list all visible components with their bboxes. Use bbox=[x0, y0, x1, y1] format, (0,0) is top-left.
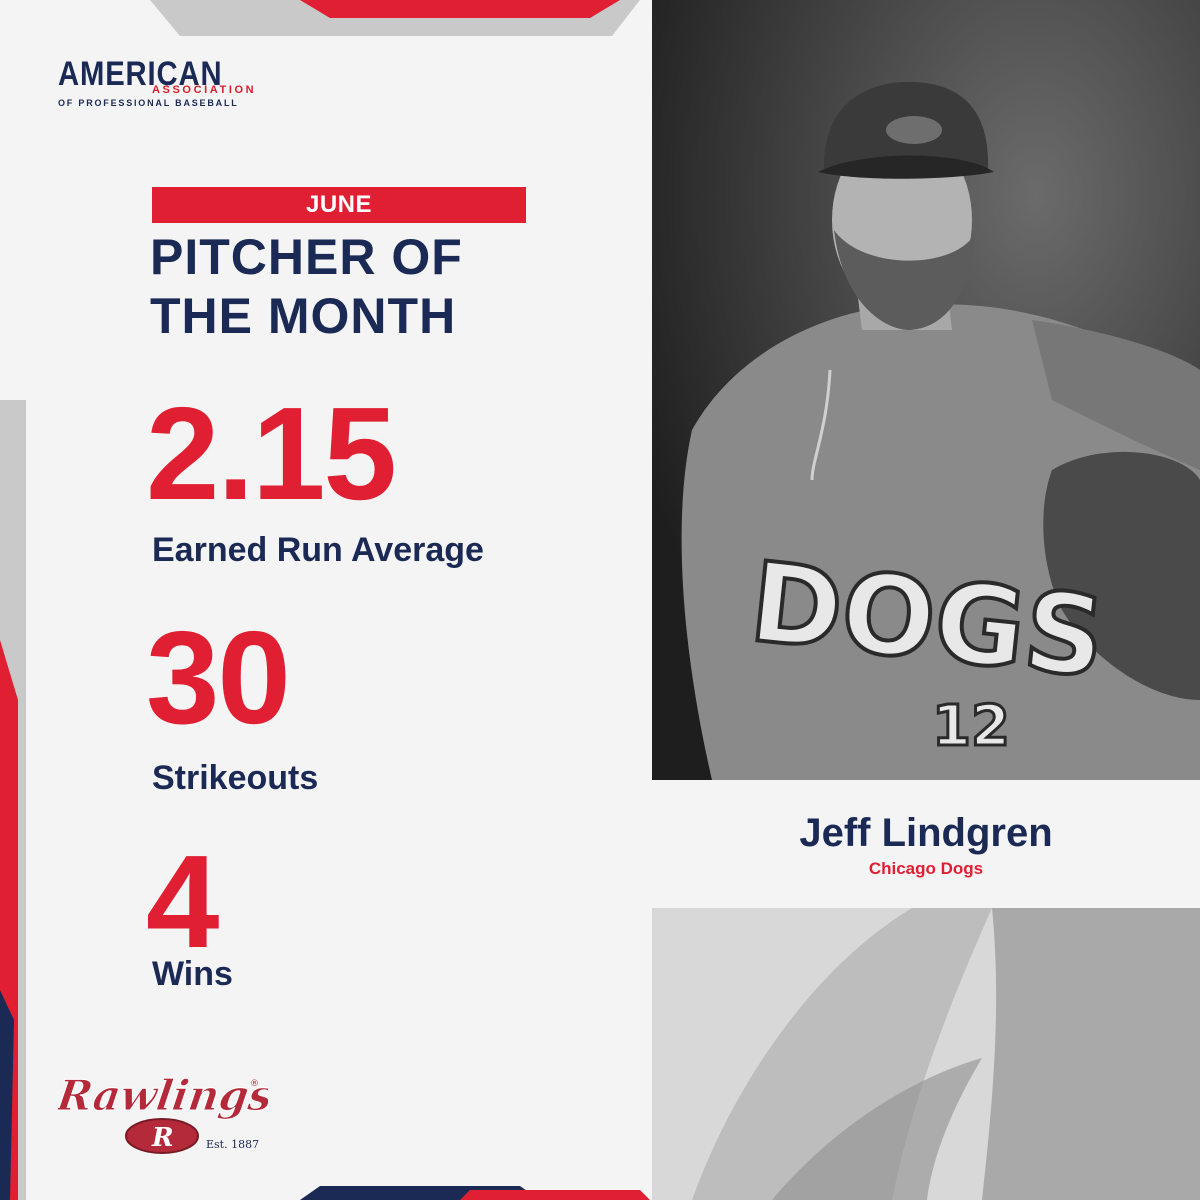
player-team: Chicago Dogs bbox=[868, 859, 984, 878]
arm-shape bbox=[1032, 320, 1200, 470]
stat-strikeouts-value: 30 bbox=[146, 604, 291, 751]
left-navy-wedge bbox=[0, 990, 14, 1200]
award-title: PITCHER OF THE MONTH bbox=[150, 228, 463, 346]
sponsor-r-emblem bbox=[125, 1118, 199, 1154]
pants-shadow bbox=[772, 1058, 982, 1200]
logo-subtitle: OF PROFESSIONAL BASEBALL bbox=[58, 98, 239, 108]
necklace-shape bbox=[810, 369, 832, 481]
sponsor-tagline: Est. 1887 bbox=[206, 1138, 259, 1151]
jersey-shape bbox=[681, 304, 1200, 780]
cap-brim bbox=[818, 155, 994, 179]
sponsor-logo: Rawlings ® R Est. 1887 bbox=[53, 1064, 276, 1174]
sponsor-registered: ® bbox=[250, 1079, 259, 1089]
league-logo: AMERICAN ASSOCIATION OF PROFESSIONAL BAS… bbox=[58, 55, 258, 110]
stat-strikeouts-label: Strikeouts bbox=[152, 759, 319, 797]
month-badge: JUNE bbox=[152, 187, 526, 223]
bottom-red-stripe bbox=[460, 1190, 650, 1200]
rawlings-logo: Rawlings ® R Est. 1887 bbox=[53, 1070, 276, 1154]
glove-shape bbox=[1043, 451, 1200, 700]
logo-wordmark: AMERICAN bbox=[58, 55, 223, 93]
jersey-number: 12 bbox=[932, 694, 1010, 759]
player-legs-illustration bbox=[652, 908, 1200, 1200]
stat-wins-label: Wins bbox=[152, 955, 233, 993]
award-title-line2: THE MONTH bbox=[150, 288, 457, 344]
stat-era-label: Earned Run Average bbox=[152, 531, 484, 569]
stat-wins-value: 4 bbox=[146, 828, 219, 975]
pants-right bbox=[982, 908, 1200, 1200]
player-photo-illustration: DOGS 12 bbox=[652, 0, 1200, 780]
player-photo-legs bbox=[652, 908, 1200, 1200]
pants-left bbox=[692, 908, 992, 1200]
stat-era-value: 2.15 bbox=[146, 380, 397, 527]
beard-shape bbox=[834, 230, 974, 330]
award-title-line1: PITCHER OF bbox=[150, 229, 463, 285]
sponsor-wordmark: Rawlings bbox=[58, 1070, 268, 1120]
logo-association: ASSOCIATION bbox=[152, 84, 257, 96]
player-photo: DOGS 12 bbox=[652, 0, 1200, 780]
cap-logo bbox=[886, 116, 942, 144]
player-name: Jeff Lindgren bbox=[799, 811, 1053, 855]
sponsor-r-letter: R bbox=[151, 1123, 174, 1153]
top-red-stripe bbox=[300, 0, 620, 18]
